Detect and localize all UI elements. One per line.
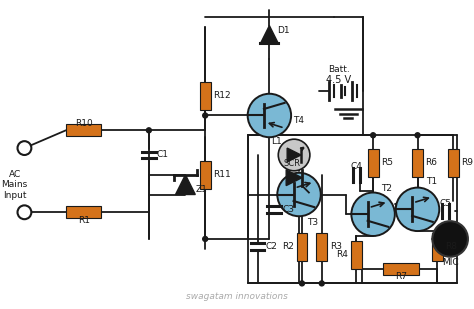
Text: 4.5 V: 4.5 V <box>326 75 351 85</box>
Circle shape <box>247 94 291 137</box>
Text: C1: C1 <box>157 150 169 159</box>
Text: D1: D1 <box>277 26 290 35</box>
Circle shape <box>203 236 208 241</box>
Bar <box>447 149 458 177</box>
Text: C2: C2 <box>265 242 277 251</box>
Text: T1: T1 <box>426 177 437 186</box>
Bar <box>351 241 362 269</box>
Polygon shape <box>287 148 301 162</box>
Bar <box>432 233 443 261</box>
Text: R9: R9 <box>461 159 473 167</box>
Circle shape <box>319 281 324 286</box>
Text: T3: T3 <box>307 218 319 227</box>
Circle shape <box>146 128 151 133</box>
Text: R1: R1 <box>78 216 90 225</box>
Text: R10: R10 <box>75 119 92 128</box>
Bar <box>66 206 101 218</box>
Bar <box>383 263 419 274</box>
Text: R7: R7 <box>395 272 407 281</box>
Text: R8: R8 <box>445 242 457 251</box>
Text: R4: R4 <box>337 250 348 259</box>
Text: R5: R5 <box>381 159 393 167</box>
Text: R12: R12 <box>213 91 231 100</box>
Circle shape <box>18 205 31 219</box>
Text: AC
Mains
Input: AC Mains Input <box>1 170 27 200</box>
Circle shape <box>371 133 375 138</box>
Text: T2: T2 <box>382 184 392 193</box>
Polygon shape <box>261 26 278 43</box>
Text: C5: C5 <box>439 199 451 208</box>
Circle shape <box>18 141 31 155</box>
Text: T4: T4 <box>293 116 304 125</box>
Bar <box>297 233 308 261</box>
Text: MIC: MIC <box>442 258 458 267</box>
Circle shape <box>432 221 468 257</box>
Polygon shape <box>286 170 302 186</box>
Text: L1: L1 <box>271 137 282 146</box>
Bar <box>200 82 210 110</box>
Circle shape <box>277 173 321 216</box>
Circle shape <box>300 281 304 286</box>
Circle shape <box>203 113 208 118</box>
Text: Batt.: Batt. <box>328 65 349 74</box>
Bar <box>316 233 327 261</box>
Bar <box>368 149 379 177</box>
Circle shape <box>278 139 310 171</box>
Text: SCR: SCR <box>283 159 301 168</box>
Text: swagatam innovations: swagatam innovations <box>186 292 288 301</box>
Text: Z1: Z1 <box>195 185 207 194</box>
Polygon shape <box>175 175 195 194</box>
Circle shape <box>396 188 439 231</box>
Text: R3: R3 <box>329 242 342 251</box>
Text: R6: R6 <box>426 159 438 167</box>
Text: R2: R2 <box>282 242 294 251</box>
Circle shape <box>351 193 395 236</box>
Bar <box>66 125 101 136</box>
Circle shape <box>415 133 420 138</box>
Text: R11: R11 <box>213 170 231 179</box>
Bar <box>412 149 423 177</box>
Text: C4: C4 <box>350 162 362 171</box>
Text: C3: C3 <box>282 205 294 214</box>
Bar <box>200 161 210 188</box>
